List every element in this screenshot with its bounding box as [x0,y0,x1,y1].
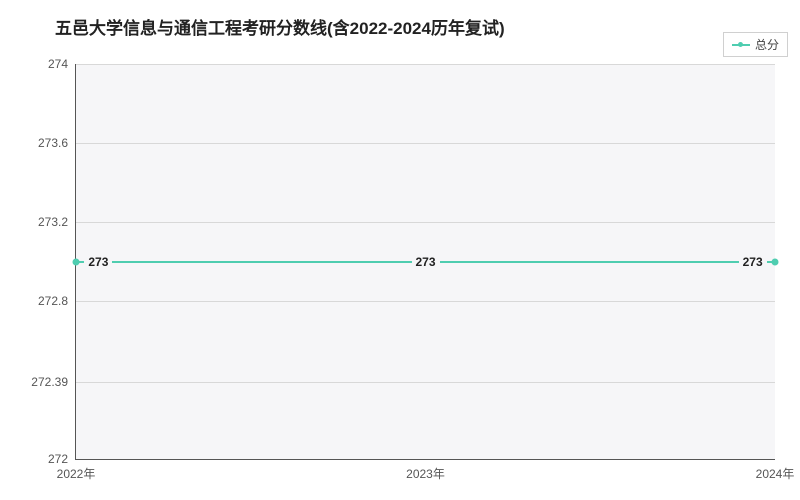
gridline [76,64,775,65]
plot-area: 272272.39272.8273.2273.62742022年2023年202… [75,64,775,460]
x-tick-label: 2023年 [406,459,445,482]
x-tick-label: 2024年 [756,459,795,482]
data-label: 273 [739,255,767,269]
legend: 总分 [723,32,788,57]
y-tick-label: 272.39 [31,375,76,389]
data-marker [772,258,779,265]
gridline [76,143,775,144]
y-tick-label: 273.6 [38,136,76,150]
data-label: 273 [411,255,439,269]
gridline [76,382,775,383]
data-marker [73,258,80,265]
y-tick-label: 273.2 [38,215,76,229]
gridline [76,222,775,223]
chart-title: 五邑大学信息与通信工程考研分数线(含2022-2024历年复试) [55,14,505,39]
legend-label: 总分 [755,36,779,53]
legend-marker-icon [738,42,743,47]
gridline [76,301,775,302]
legend-line-icon [732,44,750,46]
y-tick-label: 274 [48,57,76,71]
data-label: 273 [84,255,112,269]
x-tick-label: 2022年 [57,459,96,482]
y-tick-label: 272.8 [38,294,76,308]
